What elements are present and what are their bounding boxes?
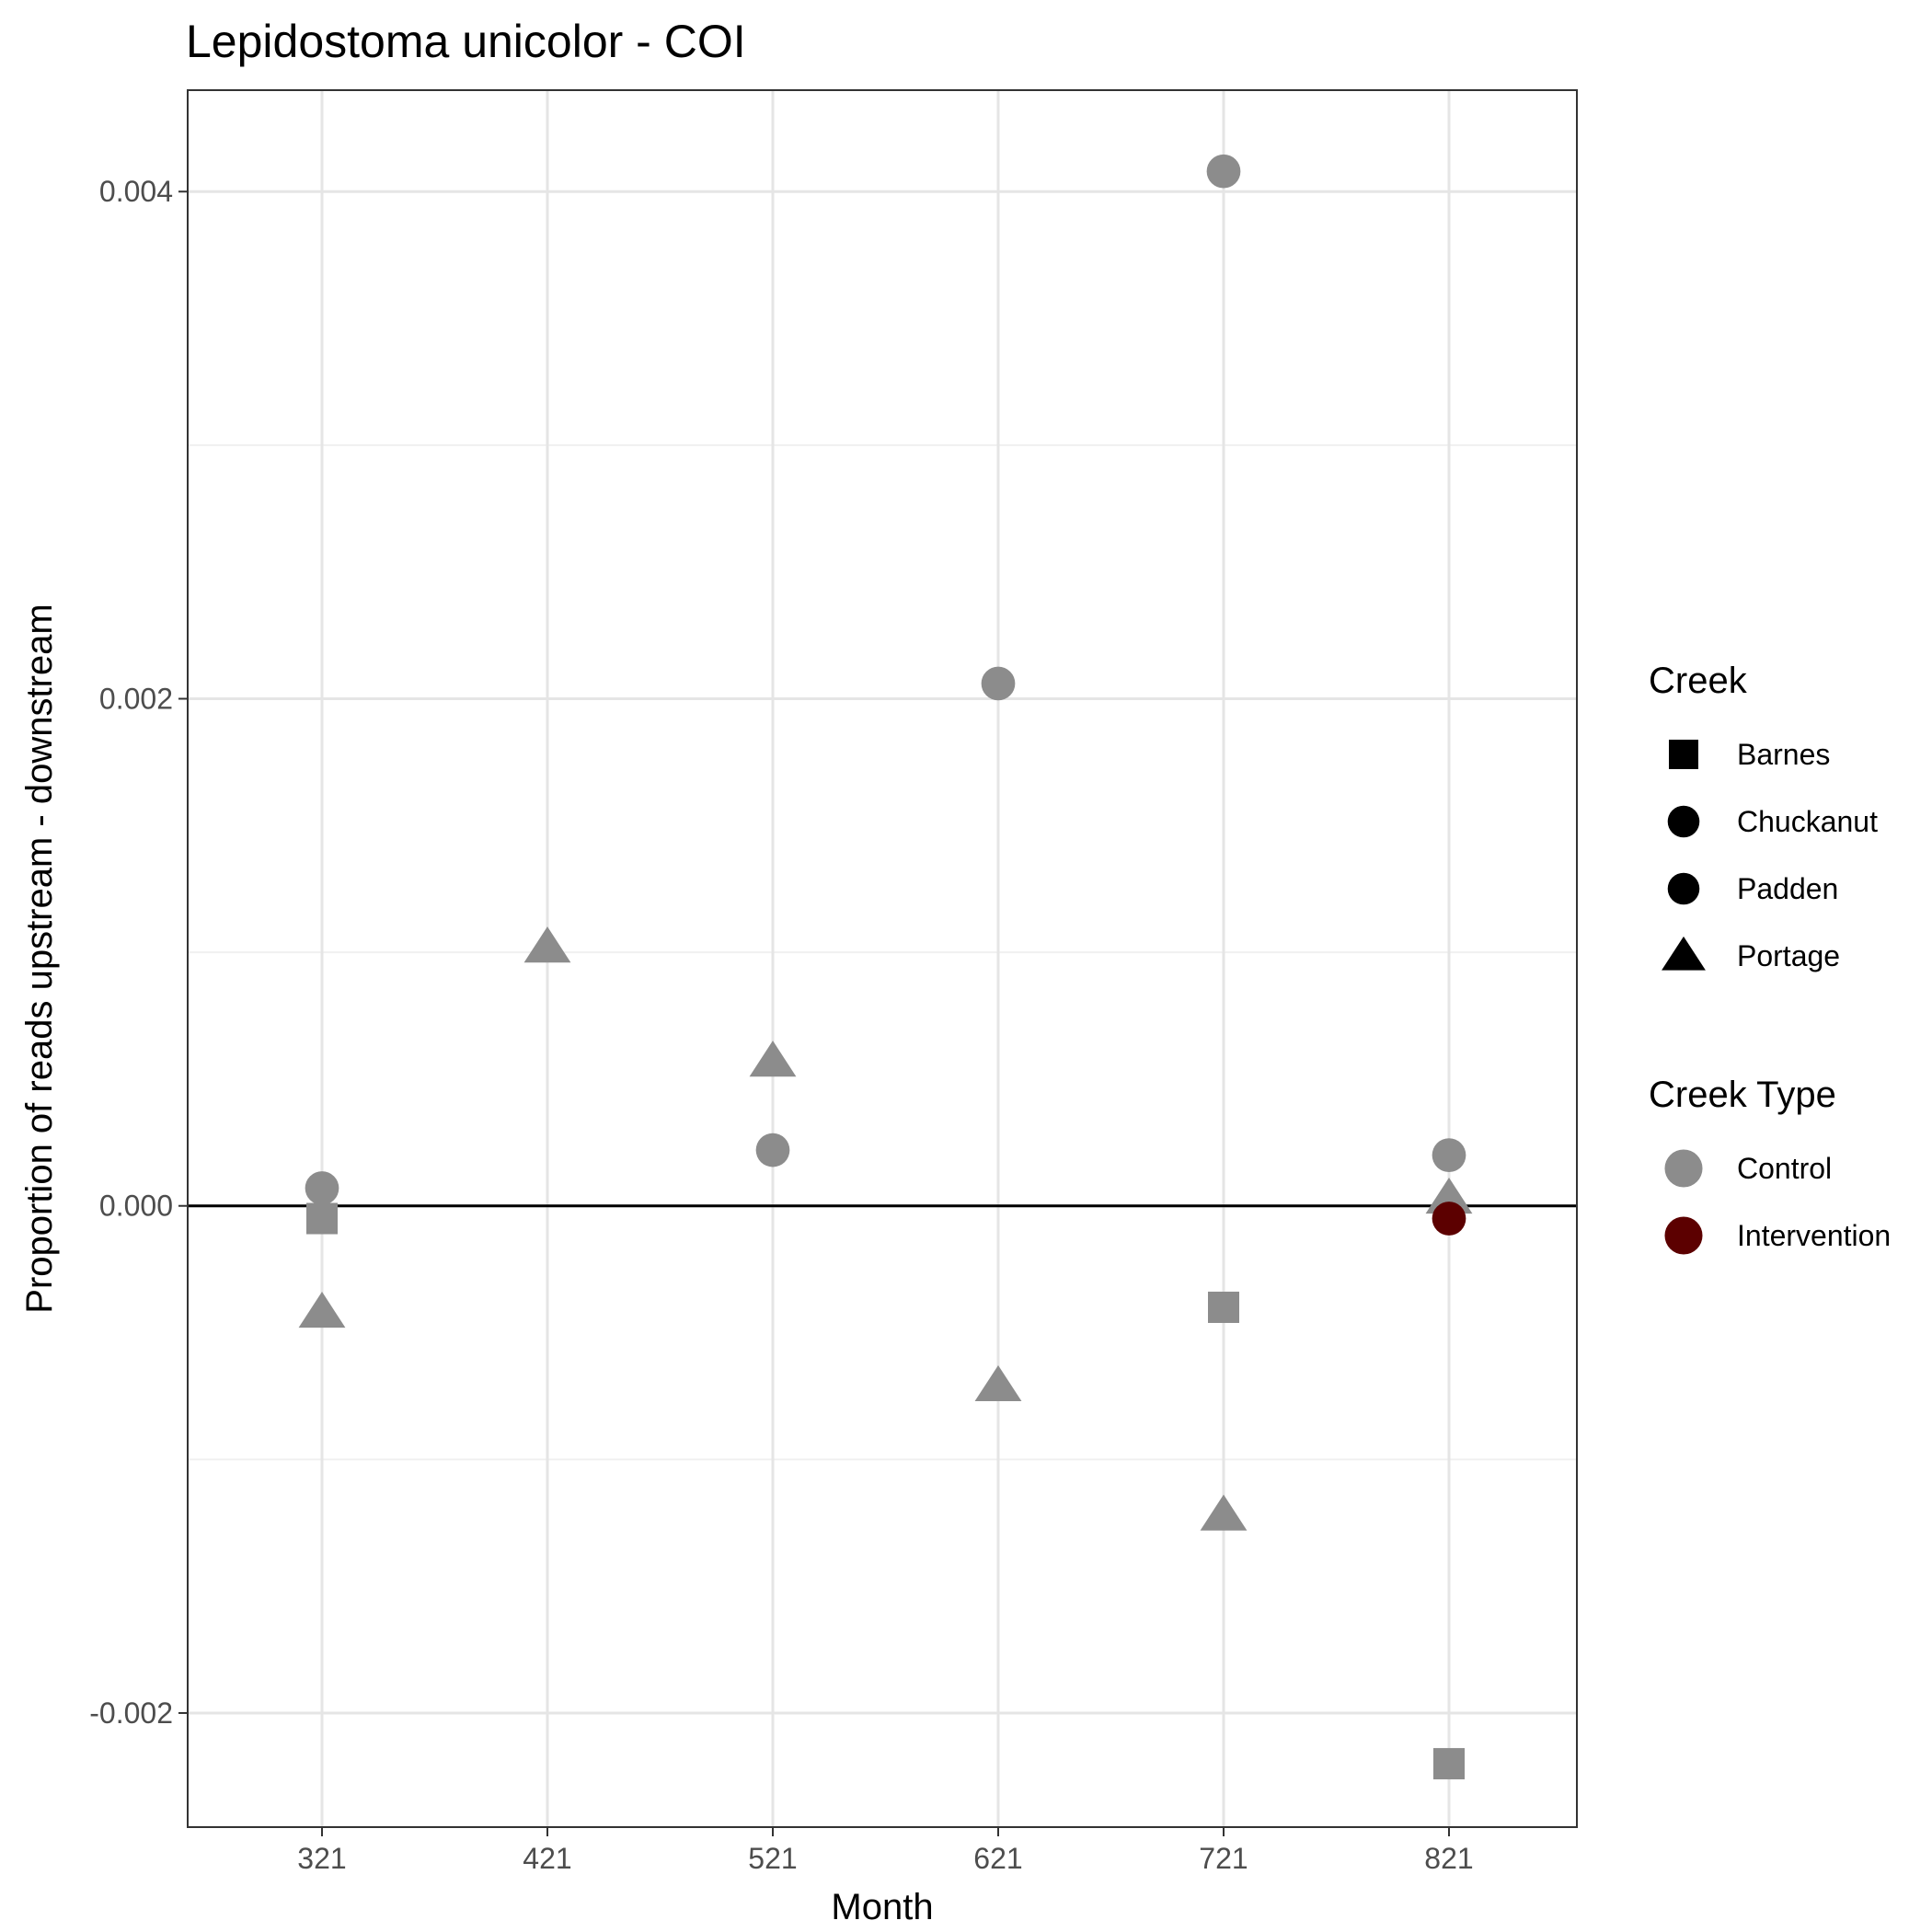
legend-label-barnes: Barnes: [1737, 738, 1830, 771]
point-chuckanut-821: [1432, 1138, 1466, 1172]
legend-label-intervention: Intervention: [1737, 1219, 1891, 1252]
point-portage-421: [523, 926, 571, 963]
y-axis-ticks: -0.002 0.000 0.002 0.004: [89, 175, 188, 1730]
data-points: [298, 154, 1473, 1780]
x-tick-label: 721: [1199, 1842, 1248, 1875]
legend-key-intervention: [1664, 1216, 1703, 1255]
legend: Creek Barnes Chuckanut Padden Portage Creek T…: [1649, 661, 1891, 1255]
point-padden-821: [1432, 1202, 1466, 1236]
point-chuckanut-721: [1206, 154, 1241, 189]
point-portage-521: [749, 1041, 797, 1077]
legend-label-control: Control: [1737, 1152, 1832, 1185]
x-axis-title: Month: [831, 1887, 933, 1927]
y-axis-title: Proportion of reads upstream - downstrea…: [19, 604, 60, 1313]
legend-key-control: [1664, 1149, 1703, 1188]
legend-key-padden: [1667, 872, 1700, 905]
y-tick-label: 0.002: [99, 682, 173, 715]
point-portage-321: [298, 1292, 346, 1328]
point-portage-821: [1425, 1177, 1473, 1214]
legend-label-padden: Padden: [1737, 872, 1838, 905]
x-tick-label: 421: [523, 1842, 571, 1875]
point-barnes-721: [1208, 1291, 1239, 1323]
legend-label-chuckanut: Chuckanut: [1737, 805, 1878, 838]
chart-title: Lepidostoma unicolor - COI: [186, 16, 746, 67]
x-tick-label: 521: [748, 1842, 797, 1875]
legend-key-chuckanut: [1667, 805, 1700, 838]
legend-title-creek-type: Creek Type: [1649, 1075, 1836, 1115]
legend-key-barnes: [1669, 740, 1698, 769]
legend-key-portage: [1662, 936, 1706, 971]
point-chuckanut-621: [981, 666, 1016, 701]
point-chuckanut-321: [305, 1171, 339, 1205]
plot-background: [188, 90, 1577, 1827]
plot-panel-border: [187, 89, 1578, 1828]
x-tick-label: 321: [297, 1842, 346, 1875]
y-tick-label: -0.002: [89, 1696, 173, 1730]
y-tick-label: 0.000: [99, 1190, 173, 1223]
x-tick-label: 621: [973, 1842, 1022, 1875]
point-barnes-321: [306, 1202, 338, 1235]
point-chuckanut-521: [755, 1133, 790, 1167]
y-tick-label: 0.004: [99, 175, 173, 208]
point-portage-721: [1200, 1494, 1248, 1531]
legend-label-portage: Portage: [1737, 939, 1840, 972]
point-portage-621: [974, 1364, 1022, 1402]
x-tick-label: 821: [1424, 1842, 1473, 1875]
x-axis-ticks: 321 421 521 621 721 821: [297, 1827, 1474, 1875]
legend-title-creek: Creek: [1649, 661, 1748, 701]
point-barnes-821: [1433, 1748, 1465, 1780]
